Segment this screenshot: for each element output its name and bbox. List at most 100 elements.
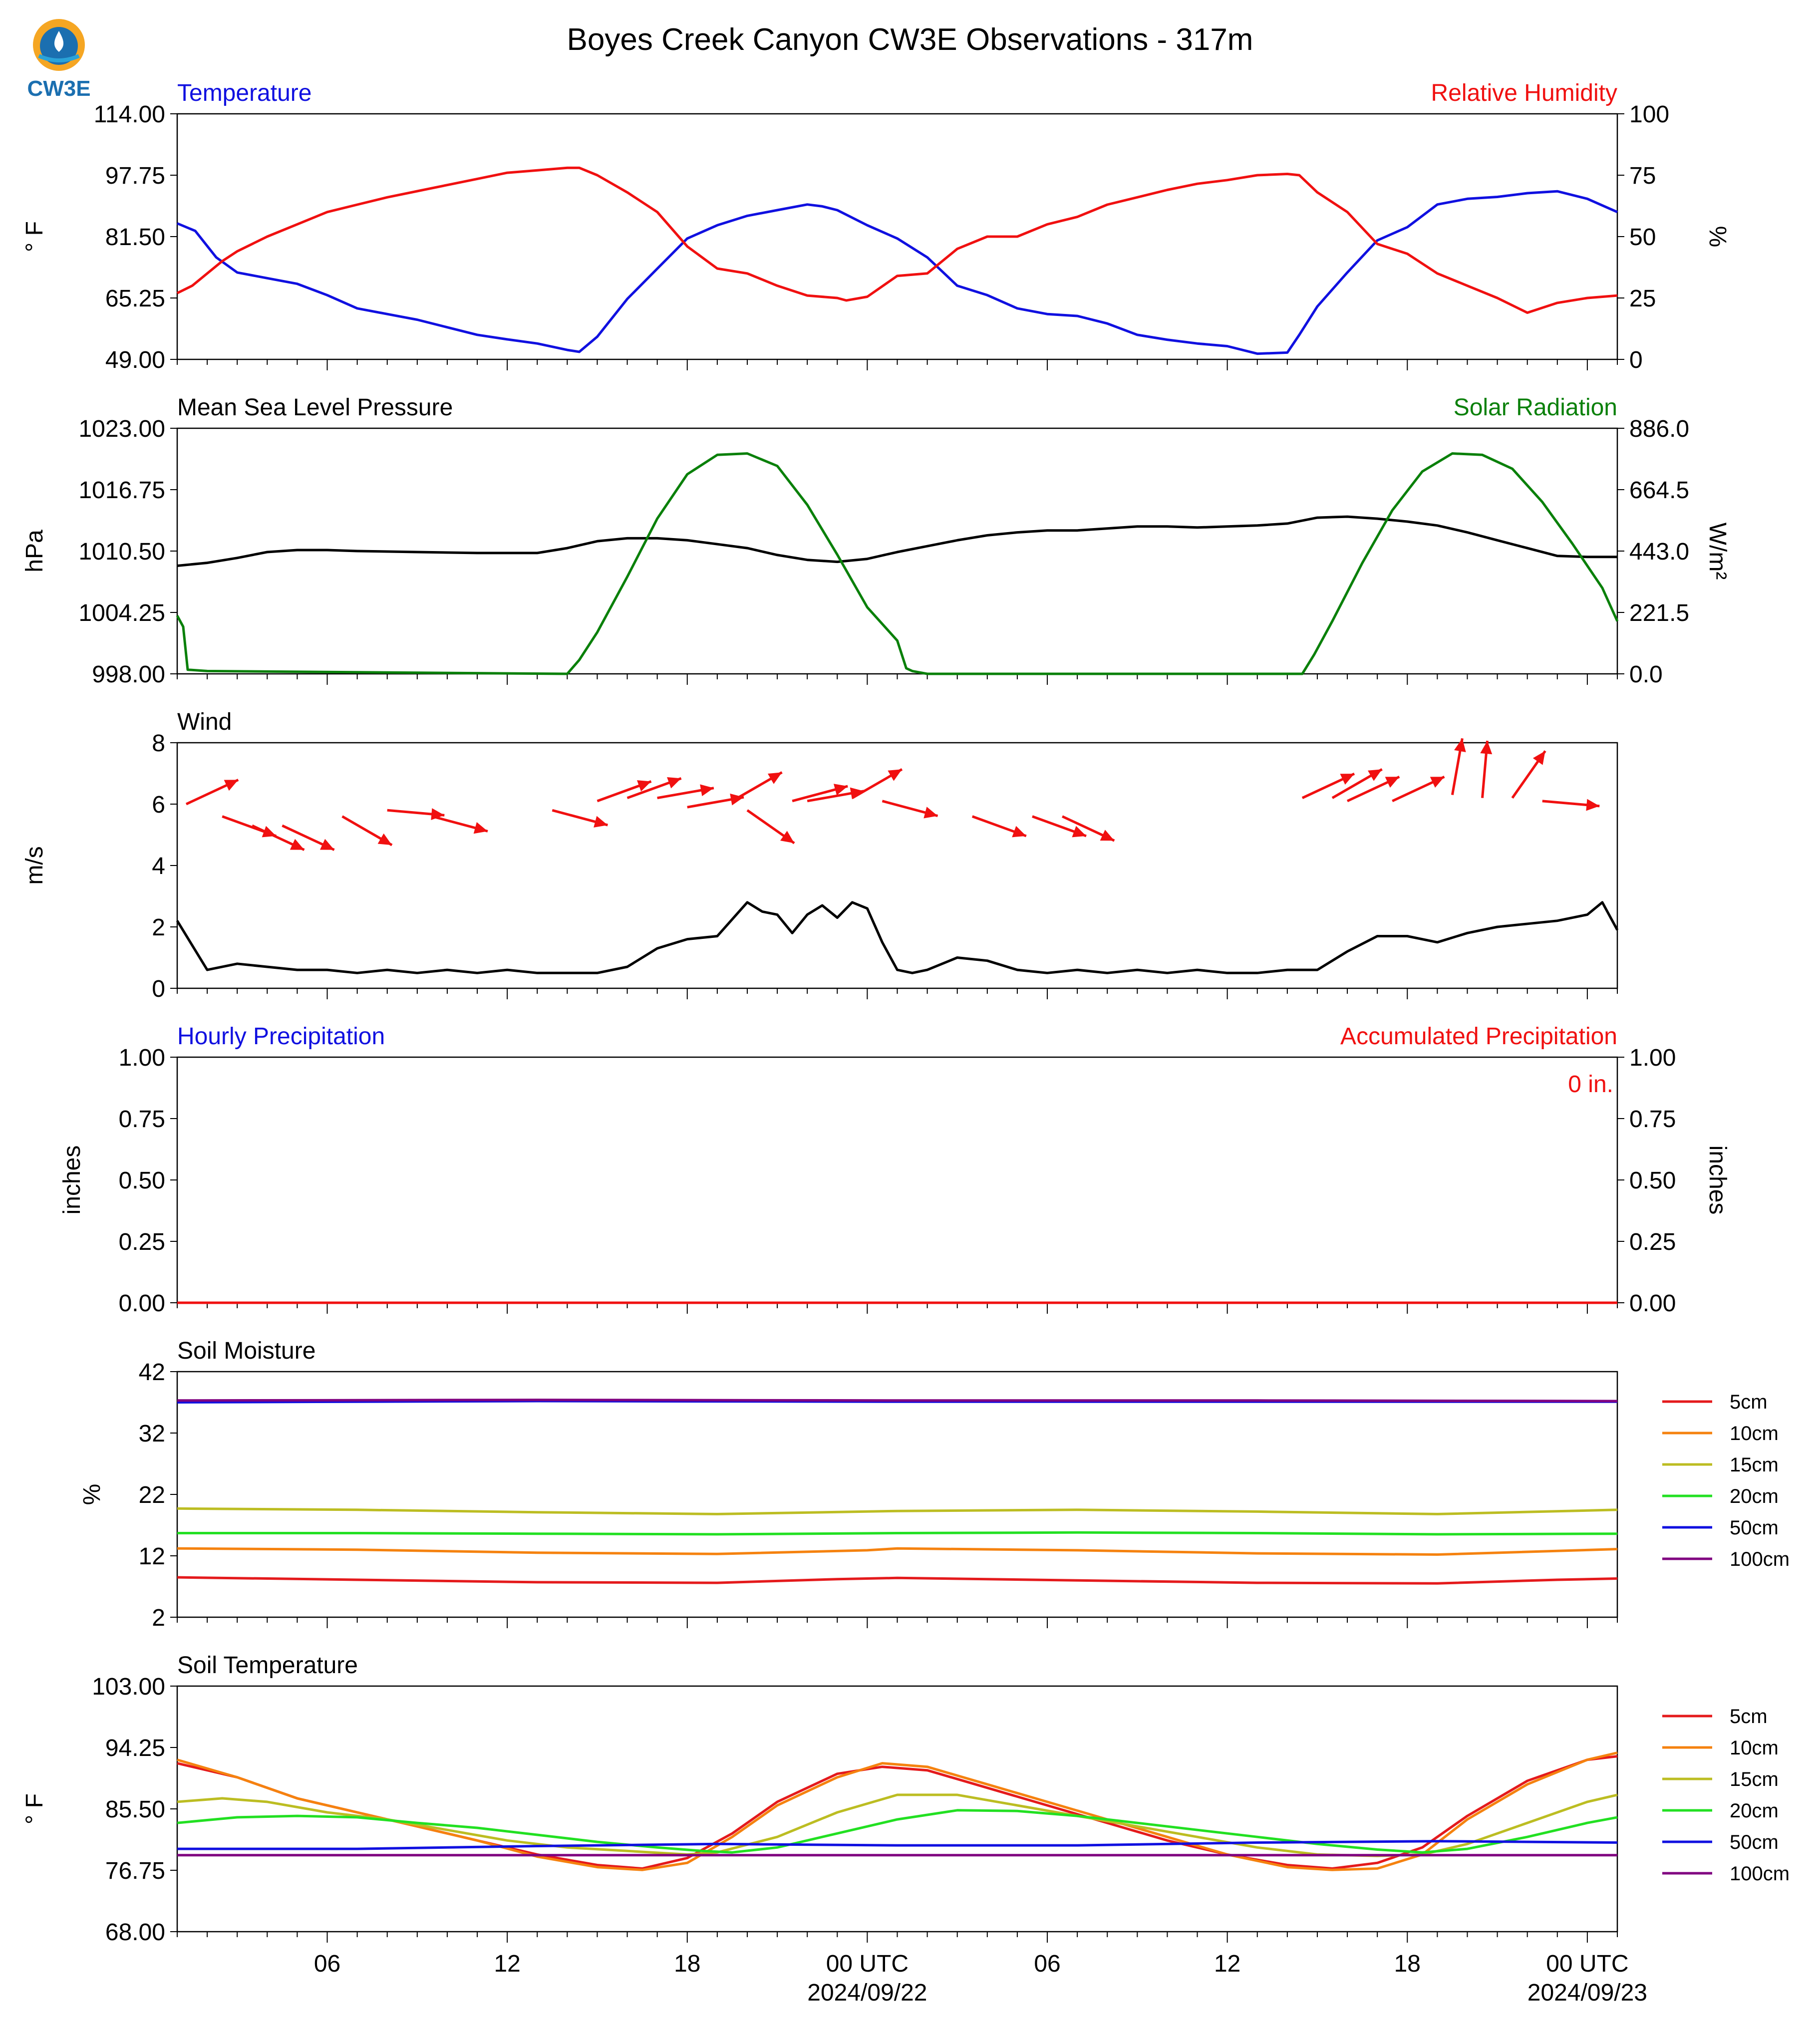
x-tick-label: 00 UTC (826, 1951, 909, 1977)
y-axis-label-left: inches (59, 1146, 85, 1215)
y-axis-label-right: % (1704, 226, 1731, 248)
wind-arrow-head (1454, 738, 1466, 752)
y-tick-label-right: 886.0 (1629, 416, 1689, 442)
series-line-15cm (177, 1507, 1618, 1515)
panel-soil_temperature: 06 12 18 00 UTC 2024/09/22 06 12 18 00 UTC 2024/0… (21, 1652, 1790, 2006)
series-line-temperature (177, 190, 1618, 355)
accumulated-total-label: 0 in. (1568, 1071, 1613, 1098)
plot-frame (176, 1685, 1618, 1933)
y-axis-label-left: ° F (21, 221, 48, 252)
wind-arrow-head (636, 780, 651, 792)
y-tick-label-left: 1016.75 (78, 477, 165, 504)
legend-label: 15cm (1730, 1768, 1779, 1790)
panel-precip: 0.00 0.25 0.50 0.75 1.00 0.00 0.25 0.50 0.75 1.00… (59, 1023, 1731, 1317)
y-axis-label-right: W/m² (1704, 523, 1731, 580)
y-tick-label-left: 1.00 (119, 1045, 165, 1071)
y-tick-label-left: 103.00 (92, 1674, 165, 1700)
legend-label: 100cm (1730, 1548, 1790, 1570)
y-tick-label-left: 94.25 (105, 1735, 165, 1761)
series-line-10cm (177, 1751, 1618, 1871)
legend-label: 50cm (1730, 1517, 1779, 1539)
wind-arrow-head (224, 780, 239, 791)
y-tick-label-left: 22 (139, 1482, 165, 1508)
y-tick-label-left: 42 (139, 1359, 165, 1386)
y-tick-label-left: 1023.00 (78, 416, 165, 442)
series-line-100cm (177, 1399, 1618, 1403)
y-tick-label-left: 1010.50 (78, 539, 165, 565)
y-tick-label-right: 221.5 (1629, 600, 1689, 626)
plot-frame (176, 1056, 1618, 1304)
y-tick-label-left: 85.50 (105, 1796, 165, 1823)
wind-arrow-head (319, 839, 334, 850)
y-axis-label-left: m/s (21, 846, 48, 884)
wind-arrow-head (594, 816, 608, 828)
droplet-icon (54, 31, 64, 52)
figure-title: Boyes Creek Canyon CW3E Observations - 3… (567, 22, 1253, 57)
series-line-humidity (176, 166, 1618, 314)
panel-title-left: Temperature (177, 80, 311, 106)
y-tick-label-right: 0.50 (1629, 1167, 1676, 1194)
y-tick-label-left: 0.50 (119, 1167, 165, 1194)
x-tick-label: 00 UTC (1546, 1951, 1628, 1977)
x-tick-label: 12 (494, 1951, 520, 1977)
y-tick-label-left: 4 (152, 853, 165, 879)
cw3e-logo: CW3E (27, 19, 91, 101)
series-line-pressure (177, 515, 1617, 567)
y-tick-label-left: 114.00 (94, 101, 165, 128)
y-tick-label-right: 0.25 (1629, 1229, 1676, 1255)
y-tick-label-left: 0.75 (119, 1106, 165, 1133)
y-tick-label-left: 32 (139, 1421, 165, 1447)
panel-title-left: Soil Temperature (177, 1652, 358, 1679)
legend-label: 10cm (1730, 1423, 1779, 1445)
legend-label: 15cm (1730, 1454, 1779, 1476)
panel-title-left: Wind (177, 709, 232, 735)
wind-arrow-head (1368, 769, 1382, 781)
panel-pressure_solar: 998.00 1004.25 1010.50 1016.75 1023.00 0.0 221… (21, 394, 1731, 688)
wind-arrow-head (1012, 826, 1026, 838)
series-line-15cm (177, 1793, 1618, 1857)
legend-label: 5cm (1730, 1706, 1768, 1728)
wind-arrow-head (1586, 799, 1600, 811)
panel-title-left: Hourly Precipitation (177, 1023, 385, 1050)
y-tick-label-left: 0 (152, 976, 165, 1002)
panel-title-left: Mean Sea Level Pressure (177, 394, 453, 421)
y-tick-label-left: 97.75 (105, 163, 165, 189)
series-line-10cm (177, 1547, 1618, 1556)
plot-frame (176, 113, 1618, 360)
y-tick-label-left: 76.75 (105, 1858, 165, 1884)
x-tick-label: 06 (314, 1951, 340, 1977)
panels: 49.00 65.25 81.50 97.75 114.00 0 25 50 75 100 ° F%… (21, 80, 1790, 2006)
wind-arrow-head (768, 772, 782, 784)
wind-arrow-head (833, 784, 848, 796)
y-tick-label-right: 0.00 (1629, 1290, 1676, 1317)
legend-label: 100cm (1730, 1863, 1790, 1885)
y-tick-label-left: 6 (152, 792, 165, 818)
y-tick-label-left: 1004.25 (78, 600, 165, 626)
series-line-solar (176, 452, 1619, 675)
y-tick-label-right: 100 (1629, 101, 1669, 128)
panel-title-right: Solar Radiation (1454, 394, 1617, 421)
y-tick-label-right: 664.5 (1629, 477, 1689, 504)
y-axis-label-left: hPa (21, 530, 48, 573)
y-tick-label-right: 443.0 (1629, 539, 1689, 565)
wind-arrow-head (1385, 777, 1400, 788)
logo-text: CW3E (27, 76, 90, 101)
y-tick-label-right: 75 (1629, 163, 1656, 189)
y-tick-label-left: 65.25 (105, 286, 165, 312)
y-tick-label-right: 1.00 (1629, 1045, 1676, 1071)
panel-title-right: Relative Humidity (1431, 80, 1617, 106)
series-line-5cm (177, 1576, 1618, 1585)
wind-arrow-head (1340, 774, 1355, 785)
x-tick-label: 18 (1394, 1951, 1421, 1977)
y-tick-label-right: 0.75 (1629, 1106, 1676, 1133)
y-tick-label-left: 998.00 (92, 661, 165, 688)
legend-label: 5cm (1730, 1391, 1768, 1413)
series-line-50cm (177, 1840, 1618, 1850)
series-line-20cm (177, 1531, 1618, 1536)
series-line-20cm (177, 1809, 1618, 1854)
panel-temp_rh: 49.00 65.25 81.50 97.75 114.00 0 25 50 75 100 ° F%… (21, 80, 1731, 373)
plot-frame (176, 742, 1618, 989)
panel-title-left: Soil Moisture (177, 1338, 315, 1364)
wind-arrow-head (888, 769, 902, 781)
